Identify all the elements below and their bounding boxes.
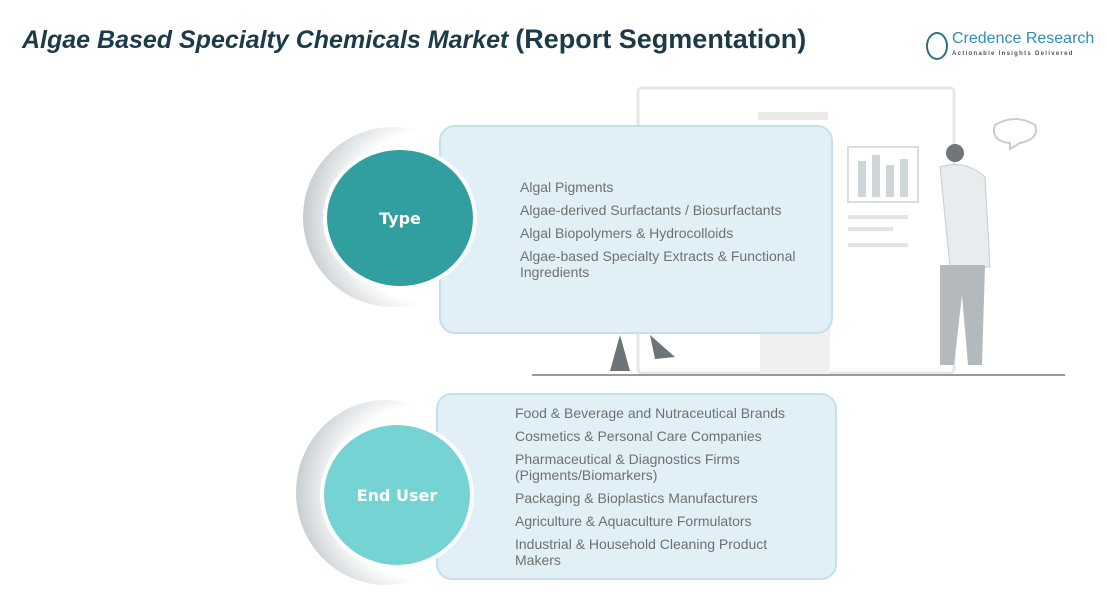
list-item: Agriculture & Aquaculture Formulators bbox=[515, 513, 752, 529]
presentation-illustration bbox=[532, 86, 1065, 376]
list-item: Industrial & Household Cleaning Product … bbox=[515, 536, 768, 568]
list-item: Algal Biopolymers & Hydrocolloids bbox=[520, 225, 734, 241]
logo-mark-icon bbox=[926, 32, 948, 60]
list-item: Algal Pigments bbox=[520, 179, 614, 195]
type-circle: Type bbox=[323, 146, 477, 290]
type-items: Algal Pigments Algae-derived Surfactants… bbox=[520, 179, 820, 287]
end-user-items: Food & Beverage and Nutraceutical Brands… bbox=[515, 405, 815, 575]
credence-research-logo: Credence Research Actionable Insights De… bbox=[926, 30, 1096, 62]
list-item: Food & Beverage and Nutraceutical Brands bbox=[515, 405, 786, 421]
type-items-panel bbox=[439, 125, 833, 334]
list-item: Algae-derived Surfactants / Biosurfactan… bbox=[520, 202, 782, 218]
list-item: Pharmaceutical & Diagnostics Firms (Pigm… bbox=[515, 451, 740, 483]
list-item: Packaging & Bioplastics Manufacturers bbox=[515, 490, 758, 506]
page-title: Algae Based Specialty Chemicals Market (… bbox=[22, 24, 807, 54]
list-item: Algae-based Specialty Extracts & Functio… bbox=[520, 248, 796, 280]
list-item: Cosmetics & Personal Care Companies bbox=[515, 428, 762, 444]
end-user-items-panel bbox=[436, 393, 837, 580]
end-user-circle: End User bbox=[320, 421, 474, 569]
